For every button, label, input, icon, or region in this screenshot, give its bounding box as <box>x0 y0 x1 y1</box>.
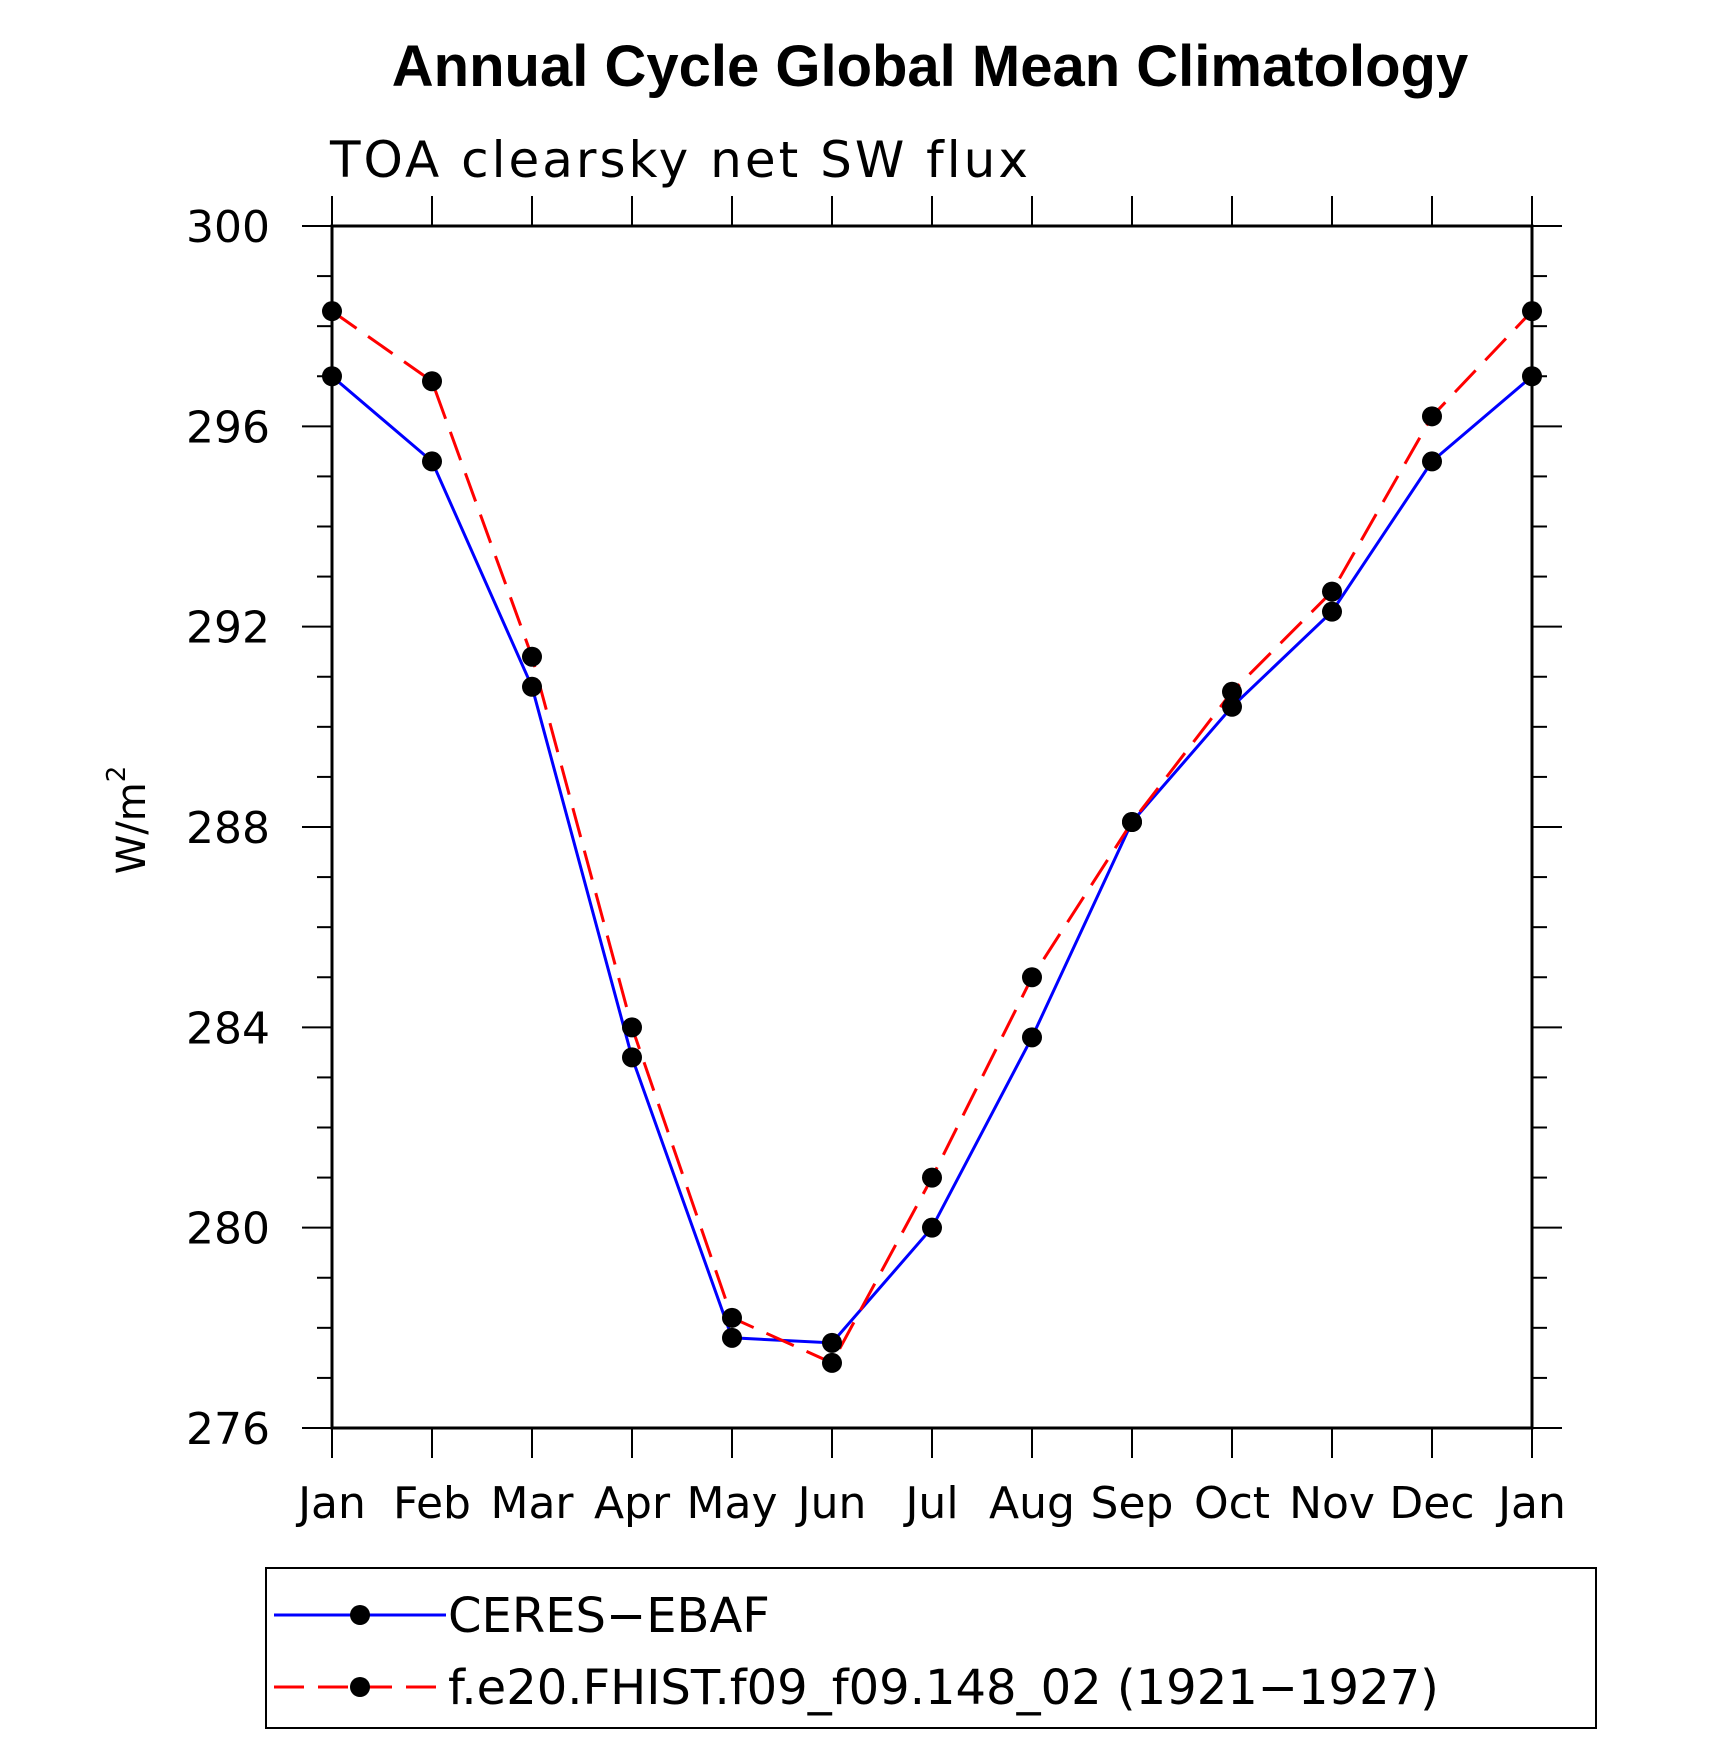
series-1-point <box>1522 366 1542 387</box>
x-tick-label: Mar <box>490 1478 574 1529</box>
series-2-point <box>1422 406 1442 427</box>
legend-marker-2 <box>350 1677 370 1697</box>
svg-text:W/m2: W/m2 <box>102 766 155 875</box>
series-2-point <box>322 301 342 322</box>
series-1-point <box>722 1327 742 1348</box>
legend: CERES−EBAF f.e20.FHIST.f09_f09.148_02 (19… <box>265 1567 1597 1729</box>
y-axis-ticks: 276 280 284 288 292 296 300 <box>186 202 1562 1455</box>
x-tick-label: Jun <box>795 1478 867 1529</box>
series-line-2 <box>331 309 1534 1365</box>
chart-subtitle: TOA clearsky net SW flux <box>329 131 1031 189</box>
series-1-point <box>822 1332 842 1353</box>
series-1-point <box>1222 696 1242 717</box>
legend-marker-1 <box>350 1605 370 1625</box>
x-tick-label: Feb <box>393 1478 471 1529</box>
series-2-point <box>1122 811 1142 832</box>
series-1-point <box>522 676 542 697</box>
y-axis-label-text: W/m <box>109 782 155 874</box>
x-tick-label: Jan <box>295 1478 366 1529</box>
series-1-point <box>422 451 442 472</box>
x-tick-label: Jul <box>902 1478 958 1529</box>
x-tick-label: Nov <box>1289 1478 1375 1529</box>
series-1-point <box>622 1047 642 1068</box>
series-1-point <box>1422 451 1442 472</box>
x-tick-label: Sep <box>1091 1478 1174 1529</box>
plot-frame <box>330 224 1534 1430</box>
plot-axes <box>330 224 1534 1430</box>
x-tick-label: Oct <box>1194 1478 1270 1529</box>
series-2-point <box>1322 581 1342 602</box>
series-line-1 <box>331 375 1533 1345</box>
y-tick-label: 284 <box>186 1003 270 1054</box>
series-2-point <box>922 1167 942 1188</box>
series-2-point <box>822 1352 842 1373</box>
y-axis-label: W/m2 <box>102 766 155 875</box>
x-tick-label: May <box>687 1478 778 1529</box>
series-1-point <box>322 366 342 387</box>
legend-label-1: CERES−EBAF <box>448 1588 770 1644</box>
series-2-point <box>1222 681 1242 702</box>
x-tick-label: Dec <box>1389 1478 1474 1529</box>
chart-title: Annual Cycle Global Mean Climatology <box>392 34 1468 99</box>
series-2-point <box>722 1307 742 1328</box>
y-tick-label: 292 <box>186 603 270 654</box>
series-2-point <box>1022 967 1042 988</box>
y-tick-label: 276 <box>186 1404 270 1455</box>
series-1-point <box>1322 601 1342 622</box>
x-tick-label: Aug <box>989 1478 1075 1529</box>
plot-series <box>322 301 1542 1373</box>
series-2-point <box>1522 301 1542 322</box>
x-tick-label: Jan <box>1495 1478 1566 1529</box>
y-tick-label: 300 <box>186 202 270 253</box>
y-axis-label-superscript: 2 <box>102 766 132 783</box>
series-2-point <box>622 1017 642 1038</box>
legend-box <box>265 1567 1597 1729</box>
series-1-point <box>922 1217 942 1238</box>
x-axis-ticks: Jan Feb Mar Apr May Jun Jul Aug Sep Oct Nov Dec Jan <box>295 196 1566 1529</box>
y-tick-label: 280 <box>186 1204 270 1255</box>
series-1-point <box>1022 1027 1042 1048</box>
y-tick-label: 296 <box>186 402 270 453</box>
y-tick-label: 288 <box>186 803 270 854</box>
series-2-point <box>522 646 542 667</box>
series-2-point <box>422 371 442 392</box>
legend-label-2: f.e20.FHIST.f09_f09.148_02 (1921−1927) <box>448 1660 1439 1716</box>
x-tick-label: Apr <box>594 1478 671 1529</box>
